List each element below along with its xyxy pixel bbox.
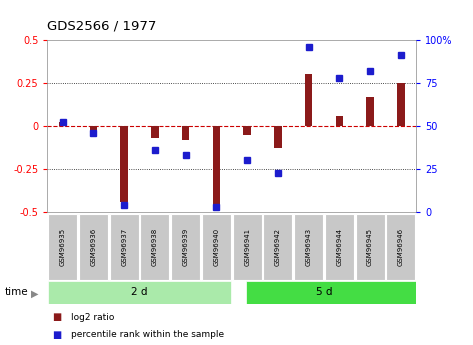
Text: ■: ■ (52, 313, 61, 322)
FancyBboxPatch shape (79, 214, 108, 280)
FancyBboxPatch shape (171, 214, 200, 280)
FancyBboxPatch shape (140, 214, 169, 280)
Bar (243, 126, 251, 135)
Bar (151, 126, 159, 138)
FancyBboxPatch shape (263, 214, 292, 280)
Bar (89, 126, 97, 131)
FancyBboxPatch shape (202, 214, 231, 280)
FancyBboxPatch shape (48, 281, 231, 304)
Text: ■: ■ (52, 330, 61, 339)
Text: 2 d: 2 d (131, 287, 148, 297)
FancyBboxPatch shape (325, 214, 354, 280)
Bar (274, 126, 282, 148)
Text: GSM96943: GSM96943 (306, 228, 312, 266)
Text: time: time (5, 287, 28, 297)
Text: GSM96946: GSM96946 (398, 228, 404, 266)
Text: GSM96945: GSM96945 (367, 228, 373, 266)
Bar (59, 122, 67, 126)
Text: GSM96942: GSM96942 (275, 228, 281, 266)
Text: GSM96944: GSM96944 (336, 228, 342, 266)
Bar (305, 74, 313, 126)
Text: ▶: ▶ (31, 288, 38, 298)
Text: GSM96936: GSM96936 (90, 228, 96, 266)
FancyBboxPatch shape (356, 214, 385, 280)
Text: 5 d: 5 d (316, 287, 332, 297)
Bar (366, 97, 374, 126)
FancyBboxPatch shape (386, 214, 415, 280)
Bar (397, 83, 405, 126)
Text: GSM96940: GSM96940 (213, 228, 219, 266)
Text: log2 ratio: log2 ratio (71, 313, 114, 322)
FancyBboxPatch shape (110, 214, 139, 280)
Text: GSM96935: GSM96935 (60, 228, 66, 266)
FancyBboxPatch shape (233, 214, 262, 280)
Text: GSM96941: GSM96941 (244, 228, 250, 266)
Text: percentile rank within the sample: percentile rank within the sample (71, 330, 224, 339)
FancyBboxPatch shape (48, 214, 77, 280)
Bar (120, 126, 128, 202)
Text: GSM96938: GSM96938 (152, 228, 158, 266)
Bar (182, 126, 190, 140)
Text: GDS2566 / 1977: GDS2566 / 1977 (47, 20, 157, 33)
Text: GSM96939: GSM96939 (183, 228, 189, 266)
Text: GSM96937: GSM96937 (121, 228, 127, 266)
Bar (335, 116, 343, 126)
FancyBboxPatch shape (246, 281, 445, 304)
Bar (212, 126, 220, 205)
FancyBboxPatch shape (294, 214, 323, 280)
